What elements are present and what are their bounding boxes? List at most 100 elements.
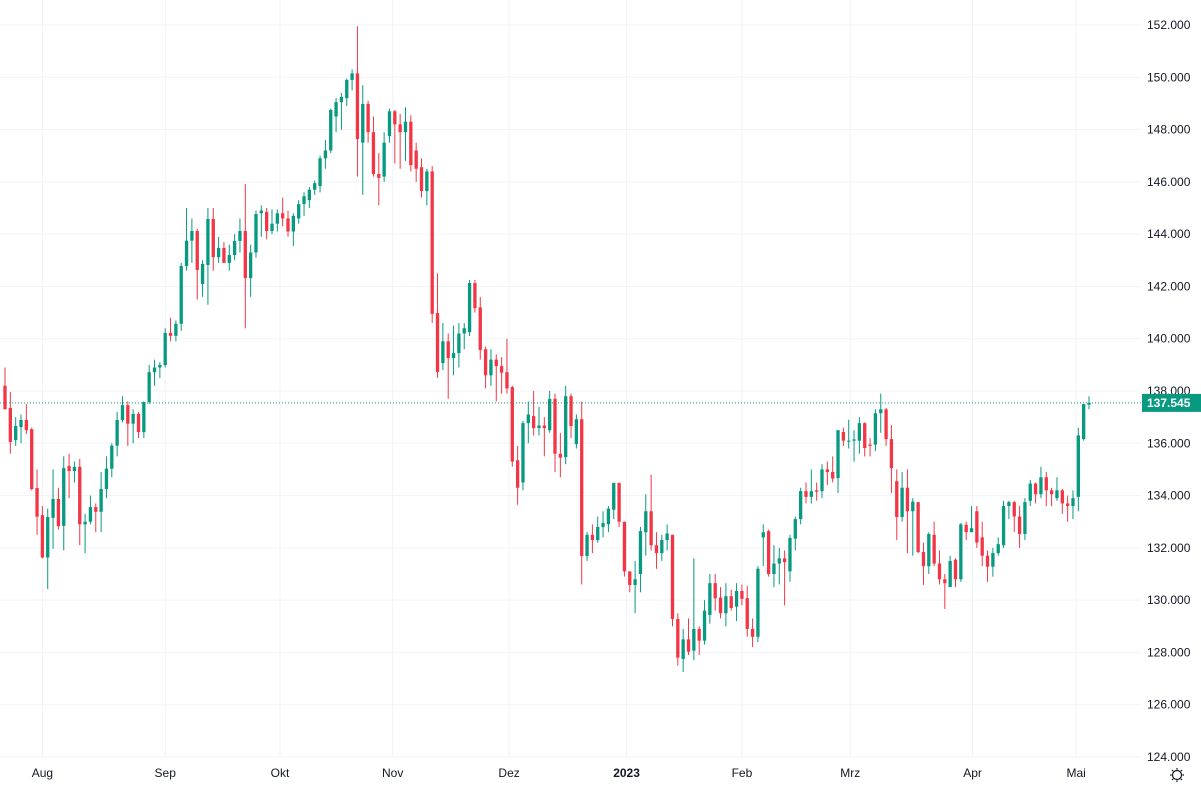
candle <box>1049 487 1054 507</box>
candle-body <box>750 628 755 637</box>
candle-body <box>558 453 563 458</box>
candle-body <box>884 409 888 440</box>
candle-body <box>815 490 819 492</box>
candle <box>40 506 45 559</box>
candle-body <box>1044 477 1048 491</box>
candle-body <box>574 419 579 445</box>
candle <box>548 391 552 433</box>
candle <box>264 208 269 240</box>
candle <box>1001 500 1006 548</box>
candle-body <box>94 507 98 512</box>
candle <box>355 26 360 177</box>
candle <box>56 487 61 530</box>
candle <box>8 392 12 454</box>
candle <box>489 349 493 386</box>
candle-body <box>761 532 765 538</box>
candle-body <box>46 517 50 558</box>
candle-body <box>174 323 178 336</box>
candle-body <box>553 398 557 454</box>
candle-body <box>190 231 194 241</box>
candle-body <box>168 332 173 336</box>
candle <box>745 585 749 637</box>
candle-body <box>14 426 18 441</box>
candle <box>921 542 926 585</box>
candle-body <box>430 171 434 314</box>
candle <box>798 487 803 525</box>
candle <box>574 414 579 449</box>
candle-body <box>670 534 675 619</box>
settings-gear-icon[interactable] <box>1170 768 1184 782</box>
candle <box>297 200 301 224</box>
candle <box>419 158 424 198</box>
candle <box>681 628 685 673</box>
candle <box>371 116 376 177</box>
candle-body <box>841 432 846 441</box>
candle-body <box>30 429 34 490</box>
candle-body <box>927 534 931 567</box>
candle-body <box>1049 490 1054 495</box>
candle-body <box>740 590 744 599</box>
candle-body <box>515 460 520 488</box>
y-tick-label: 150.000 <box>1147 70 1191 84</box>
candle-body <box>425 171 429 192</box>
candle-body <box>1017 516 1022 535</box>
candle-body <box>1087 402 1091 405</box>
candle-body <box>1065 503 1070 507</box>
candle-body <box>227 255 231 263</box>
candle <box>382 132 386 182</box>
candle-body <box>873 413 878 445</box>
candle-body <box>1012 502 1016 517</box>
candle-body <box>937 563 942 580</box>
candle <box>558 432 563 478</box>
candle-body <box>83 521 87 525</box>
candle <box>1044 472 1048 507</box>
candle-body <box>921 552 926 567</box>
candle-body <box>777 558 781 564</box>
candle-body <box>1028 483 1032 501</box>
candle-body <box>361 103 365 143</box>
candle <box>708 574 712 624</box>
candle-body <box>505 372 509 389</box>
candle <box>446 333 450 399</box>
last-price-text: 137.545 <box>1147 396 1191 410</box>
candle <box>174 320 178 342</box>
x-tick-label: Mrz <box>840 766 860 780</box>
candle <box>494 354 498 402</box>
candle <box>430 166 434 324</box>
candle <box>24 404 29 435</box>
candle-body <box>644 511 648 533</box>
candle-body <box>697 628 701 641</box>
candle <box>820 464 824 499</box>
candle-body <box>964 524 968 533</box>
candle-body <box>782 558 787 563</box>
x-tick-label: Dez <box>498 766 519 780</box>
candle-body <box>371 132 376 175</box>
candle <box>649 474 653 551</box>
candle <box>83 513 87 554</box>
candle-body <box>905 487 910 512</box>
candle <box>505 338 509 394</box>
candle-body <box>232 240 237 256</box>
candle-body <box>345 79 349 99</box>
candle-body <box>136 414 141 433</box>
candle-body <box>67 466 71 471</box>
candle-body <box>847 440 851 442</box>
price-axis[interactable]: 124.000 126.000 128.000 130.000 132.000 134.0… <box>1147 18 1191 764</box>
candle-body <box>724 596 728 614</box>
candle <box>724 583 728 627</box>
candle <box>665 524 669 551</box>
candle-body <box>1076 435 1080 497</box>
candle <box>889 424 894 493</box>
candle-body <box>323 150 328 159</box>
candle <box>51 469 55 549</box>
candle <box>991 547 995 577</box>
candle <box>195 228 199 300</box>
grid <box>0 0 1141 758</box>
candle <box>345 78 349 107</box>
time-axis[interactable]: Aug Sep Okt Nov Dez 2023 Feb Mrz Apr Mai <box>32 766 1086 780</box>
candle <box>462 323 466 350</box>
candle-body <box>281 213 285 219</box>
candle <box>788 534 792 582</box>
candle <box>248 244 253 297</box>
